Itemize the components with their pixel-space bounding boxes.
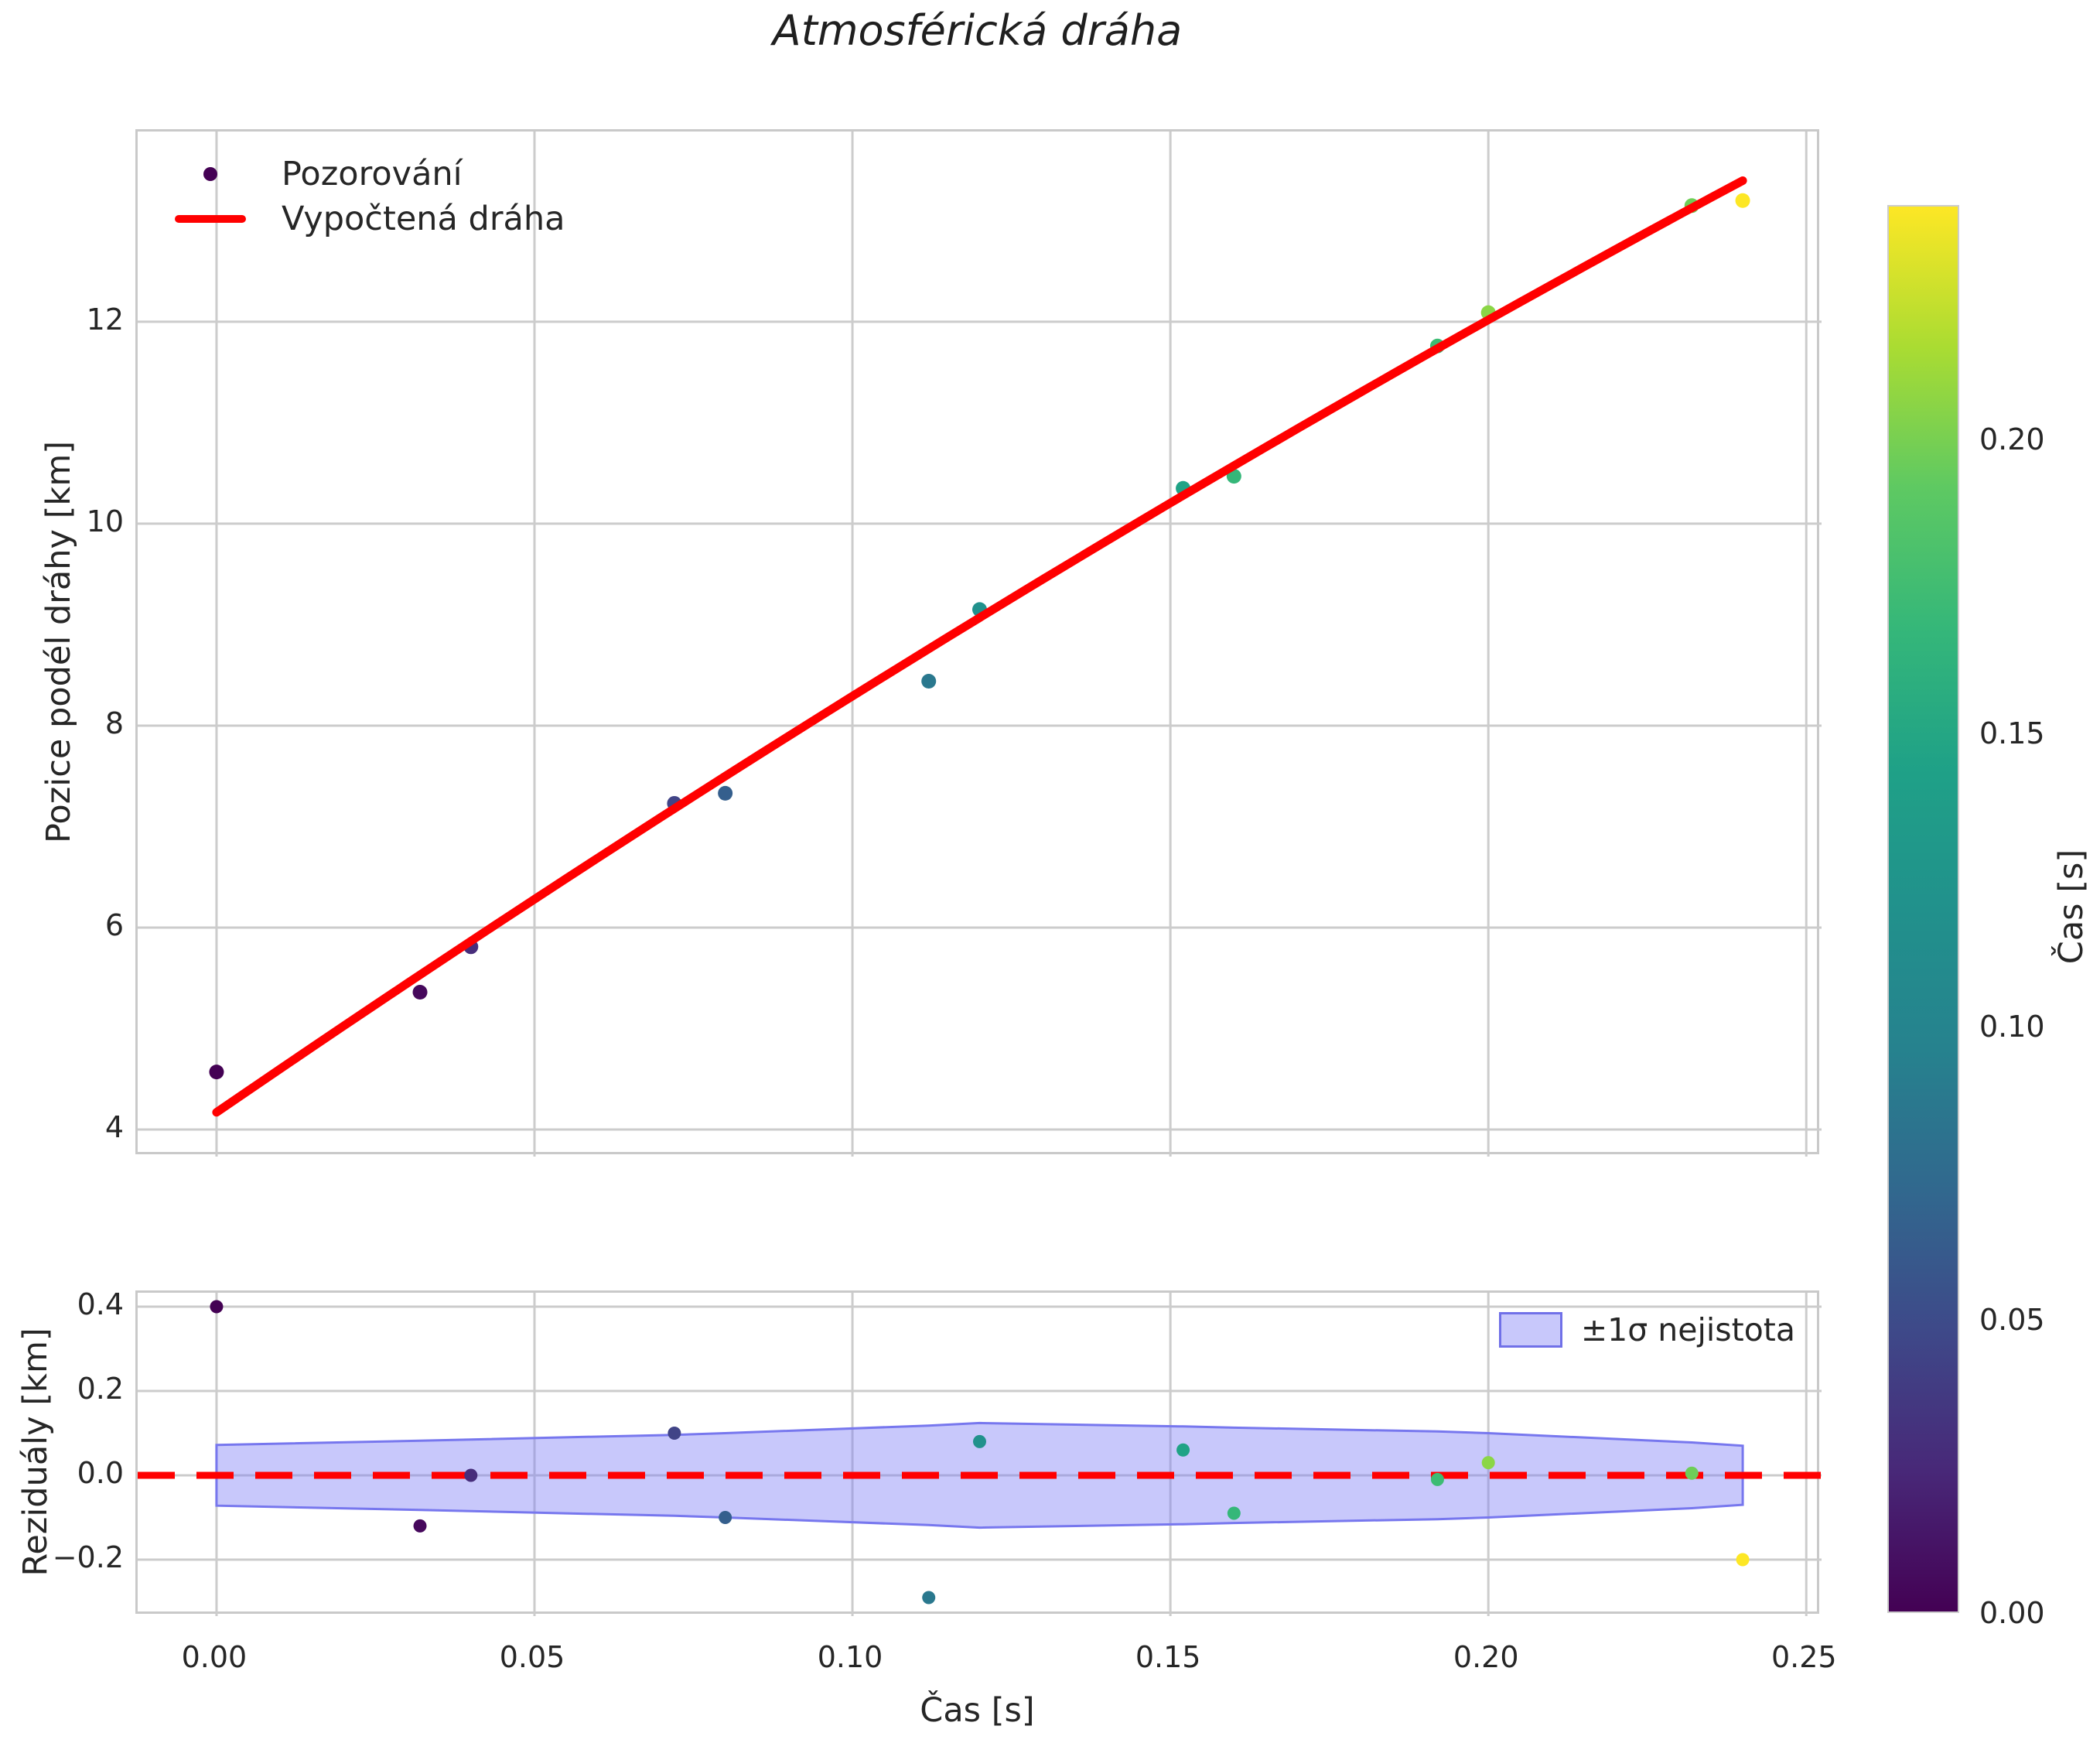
x-tick-label: 0.05: [470, 1640, 594, 1674]
main-plot-canvas: [138, 132, 1822, 1157]
colorbar-tick-label: 0.00: [1979, 1596, 2100, 1630]
fit-line-marker-icon: [175, 215, 246, 223]
residual-y-tick-label: 0.0: [15, 1456, 124, 1490]
residual-legend: ±1σ nejistota: [1499, 1311, 1795, 1348]
residual-point: [922, 1591, 935, 1605]
observation-point: [718, 786, 732, 801]
residual-point: [1482, 1456, 1495, 1469]
residual-point: [210, 1300, 223, 1313]
residual-point: [1228, 1507, 1241, 1520]
uncertainty-band-swatch: [1499, 1312, 1562, 1348]
legend-row-observations: Pozorování: [159, 152, 565, 197]
colorbar: [1887, 205, 1959, 1613]
observation-point: [1736, 193, 1750, 208]
chart-title: Atmosférická dráha: [135, 6, 1819, 55]
residual-point: [1176, 1444, 1190, 1457]
residual-y-tick-label: 0.2: [15, 1372, 124, 1406]
main-y-tick-label: 4: [15, 1110, 124, 1144]
fit-line: [217, 181, 1743, 1112]
legend-label-fit: Vypočtená dráha: [282, 200, 565, 238]
colorbar-tick-label: 0.10: [1979, 1010, 2100, 1044]
legend-label-uncertainty: ±1σ nejistota: [1581, 1311, 1795, 1348]
colorbar-tick-label: 0.15: [1979, 716, 2100, 750]
residual-point: [973, 1435, 986, 1448]
main-y-tick-label: 10: [15, 504, 124, 538]
legend-row-fit: Vypočtená dráha: [159, 197, 565, 241]
residual-point: [719, 1511, 732, 1524]
residual-point: [1736, 1553, 1750, 1566]
main-legend: Pozorování Vypočtená dráha: [159, 152, 565, 241]
x-tick-label: 0.15: [1106, 1640, 1230, 1674]
legend-label-observations: Pozorování: [282, 155, 463, 193]
residual-point: [1685, 1467, 1699, 1480]
main-y-tick-label: 12: [15, 302, 124, 337]
colorbar-tick-label: 0.20: [1979, 422, 2100, 456]
residual-plot-area: ±1σ nejistota: [135, 1290, 1819, 1614]
observations-marker-icon: [203, 167, 217, 181]
residual-y-tick-label: 0.4: [15, 1287, 124, 1321]
observation-point: [413, 985, 428, 1000]
x-tick-label: 0.10: [788, 1640, 912, 1674]
residual-point: [414, 1519, 427, 1533]
residual-point: [464, 1468, 477, 1482]
colorbar-tick-label: 0.05: [1979, 1303, 2100, 1337]
residual-point: [668, 1427, 681, 1440]
colorbar-label: Čas [s]: [2052, 849, 2091, 964]
x-tick-label: 0.25: [1742, 1640, 1866, 1674]
observation-point: [209, 1065, 224, 1079]
x-tick-label: 0.00: [152, 1640, 276, 1674]
observation-point: [921, 674, 936, 689]
x-tick-label: 0.20: [1424, 1640, 1548, 1674]
residual-point: [1431, 1473, 1444, 1486]
main-y-tick-label: 6: [15, 908, 124, 942]
residual-y-tick-label: −0.2: [15, 1540, 124, 1574]
main-plot-area: Pozorování Vypočtená dráha: [135, 129, 1819, 1154]
x-axis-label: Čas [s]: [135, 1691, 1819, 1730]
figure: Atmosférická dráha Pozice podél dráhy [k…: [0, 0, 2100, 1743]
main-y-axis-label: Pozice podél dráhy [km]: [39, 441, 78, 843]
residual-y-axis-label: Reziduály [km]: [16, 1328, 55, 1576]
main-y-tick-label: 8: [15, 706, 124, 740]
